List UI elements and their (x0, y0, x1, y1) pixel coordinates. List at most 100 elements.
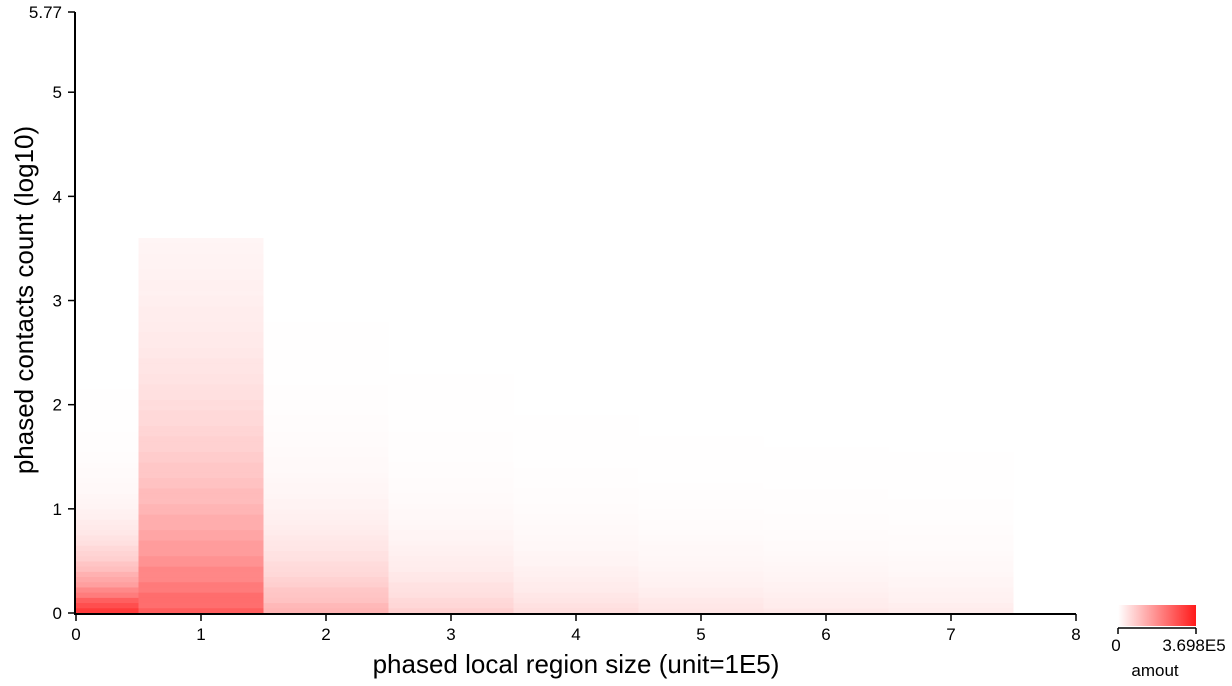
heatmap-cell (138, 482, 264, 489)
heatmap-cell (763, 602, 889, 609)
heatmap-cell (388, 586, 514, 593)
heatmap-cell (263, 321, 389, 328)
heatmap-cell (76, 446, 139, 453)
heatmap-cell (638, 529, 764, 536)
heatmap-cell (263, 581, 389, 588)
heatmap-cell (513, 498, 639, 505)
heatmap-cell (888, 446, 1014, 453)
heatmap-cell (763, 566, 889, 572)
heatmap-cell (388, 566, 514, 572)
heatmap-cell (138, 420, 264, 427)
heatmap-cell (138, 514, 264, 520)
heatmap-cell (513, 576, 639, 583)
y-tick-label: 3 (53, 292, 62, 311)
heatmap-cell (76, 498, 139, 505)
heatmap-cell (638, 581, 764, 588)
heatmap-cell (388, 524, 514, 531)
heatmap-cell (638, 555, 764, 562)
heatmap-cell (138, 363, 264, 369)
heatmap-cell (888, 534, 1014, 541)
y-tick-label: 5 (53, 83, 62, 102)
heatmap-cell (638, 602, 764, 609)
heatmap-cell (138, 284, 264, 291)
x-axis-ticks: 0 1 2 3 4 5 6 7 8 (71, 614, 1081, 644)
heatmap-cell (388, 571, 514, 578)
heatmap-cell (76, 456, 139, 463)
heatmap-cell (76, 534, 139, 541)
heatmap-cell (388, 602, 514, 609)
heatmap-cell (638, 592, 764, 598)
heatmap-cell (138, 529, 264, 536)
heatmap-cell (263, 514, 389, 520)
heatmap-cell (388, 472, 514, 479)
heatmap-cell (763, 524, 889, 531)
heatmap-cell (76, 389, 139, 395)
heatmap-cell (513, 451, 639, 458)
heatmap-cell (763, 493, 889, 499)
heatmap-cell (638, 472, 764, 479)
x-tick-label: 1 (196, 625, 205, 644)
heatmap-cell (888, 467, 1014, 473)
heatmap-cell (763, 540, 889, 546)
heatmap-cell (263, 363, 389, 369)
heatmap-cell (513, 529, 639, 536)
heatmap-cell (388, 368, 514, 374)
heatmap-cell (763, 555, 889, 562)
heatmap-cell (513, 461, 639, 468)
heatmap-cell (513, 378, 639, 385)
heatmap-cell (763, 529, 889, 536)
heatmap-cell (138, 336, 264, 343)
heatmap-cell (263, 368, 389, 374)
heatmap-cell (263, 555, 389, 562)
heatmap-cell (138, 581, 264, 588)
heatmap-cell (388, 592, 514, 598)
heatmap-cell (138, 383, 264, 390)
heatmap-cell (763, 451, 889, 458)
heatmap-cell (388, 560, 514, 567)
heatmap-cell (513, 540, 639, 546)
heatmap-cell (263, 430, 389, 437)
heatmap-cell (763, 576, 889, 583)
heatmap-cell (138, 394, 264, 400)
y-tick-label: 5.77 (29, 3, 62, 22)
heatmap-cell (263, 310, 389, 317)
heatmap-cell (763, 456, 889, 463)
heatmap-cell (263, 519, 389, 525)
heatmap-cell (76, 540, 139, 546)
heatmap-cell (513, 404, 639, 411)
heatmap-cell (638, 446, 764, 453)
heatmap-cell (263, 560, 389, 567)
heatmap-cell (888, 581, 1014, 588)
heatmap-cell (513, 383, 639, 390)
heatmap-cell (513, 519, 639, 525)
heatmap-cell (888, 586, 1014, 593)
heatmap-cell (763, 607, 889, 614)
heatmap-cell (138, 305, 264, 312)
heatmap-cell (513, 441, 639, 447)
heatmap-cell (76, 430, 139, 437)
heatmap-cell (76, 461, 139, 468)
heatmap-cell (763, 534, 889, 541)
heatmap-cell (513, 602, 639, 609)
heatmap-cell (263, 534, 389, 541)
heatmap-cell (138, 342, 264, 348)
heatmap-cell (76, 602, 139, 609)
heatmap-cell (638, 550, 764, 557)
heatmap-cell (138, 550, 264, 557)
heatmap-cell (638, 383, 764, 390)
heatmap-cell (763, 503, 889, 510)
heatmap-cell (263, 571, 389, 578)
heatmap-cell (76, 524, 139, 531)
color-legend: 0 3.698E5 amout (1111, 605, 1226, 680)
heatmap-cell (138, 524, 264, 531)
heatmap-cell (76, 420, 139, 427)
heatmap-cell (138, 310, 264, 317)
heatmap-cell (888, 555, 1014, 562)
heatmap-cell (388, 498, 514, 505)
heatmap-cell (263, 441, 389, 447)
heatmap-cell (388, 389, 514, 395)
heatmap-cell (638, 451, 764, 458)
heatmap-cell (763, 488, 889, 494)
heatmap-cell (513, 394, 639, 400)
